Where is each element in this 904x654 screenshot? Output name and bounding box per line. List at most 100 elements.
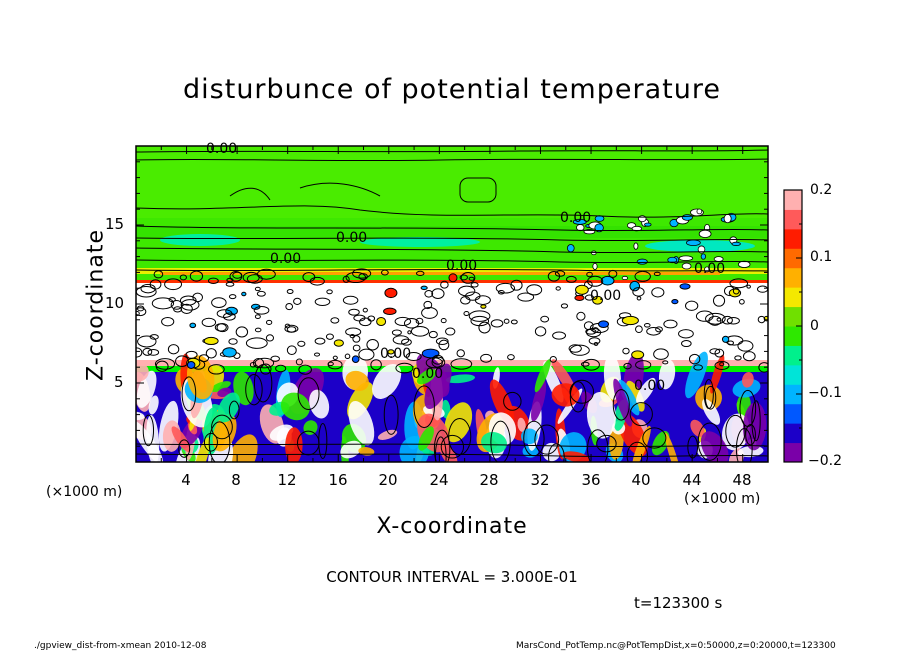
contour-loop — [697, 422, 722, 461]
contour-fragment — [421, 306, 438, 319]
convective-blob — [742, 402, 767, 451]
convective-blob — [562, 451, 590, 462]
colorbar-tick-label: −0.2 — [808, 453, 842, 469]
contour-fragment — [155, 360, 169, 372]
contour-loop — [569, 381, 587, 413]
contour-fragment — [727, 340, 735, 346]
contour-fragment — [167, 344, 180, 355]
contour-fragment — [151, 297, 175, 310]
contour-fragment — [700, 253, 706, 260]
contour-fragment — [431, 354, 444, 365]
x-tick-label: 40 — [631, 471, 651, 489]
contour-fragment — [302, 272, 316, 283]
colorbar-swatch — [784, 248, 802, 269]
convective-blob — [551, 383, 580, 407]
contour-fragment — [170, 300, 183, 310]
contour-fragment — [142, 347, 153, 356]
contour-fragment — [242, 271, 260, 283]
contour-loop — [569, 379, 595, 404]
contour-fragment — [352, 268, 372, 279]
contour-fragment — [651, 287, 665, 298]
contour-fragment — [428, 330, 438, 339]
contour-fragment — [643, 322, 651, 328]
contour-fragment — [284, 324, 299, 333]
contour-fragment — [470, 282, 479, 288]
contour-fragment — [732, 287, 740, 295]
y-axis-unit: (×1000 m) — [46, 484, 123, 500]
footer-data-source: MarsCond_PotTemp.nc@PotTempDist,x=0:5000… — [516, 641, 836, 651]
contour-fragment — [286, 345, 297, 356]
contour-label: 0.00 — [380, 346, 411, 362]
convective-blob — [586, 392, 616, 439]
contour-fragment — [621, 315, 639, 326]
contour-loop — [687, 435, 699, 459]
contour-loop — [440, 434, 465, 459]
convective-blob — [481, 432, 507, 454]
contour-fragment — [636, 258, 648, 265]
contour-fragment — [149, 334, 159, 340]
contour-fragment — [644, 222, 652, 227]
contour-fragment — [376, 316, 387, 327]
contour-fragment — [592, 262, 598, 270]
contour-fragment — [575, 284, 589, 295]
contour-fragment — [189, 270, 204, 282]
colorbar-tick-label: −0.1 — [808, 385, 842, 401]
contour-fragment — [633, 242, 639, 250]
chart-title: disturbunce of potential temperature — [183, 74, 721, 105]
contour-fragment — [216, 309, 233, 318]
contour-fragment — [147, 348, 160, 356]
contour-fragment — [458, 285, 476, 297]
x-tick-label: 48 — [732, 471, 752, 489]
contour-fragment — [286, 288, 294, 295]
contour-fragment — [168, 297, 176, 303]
contour-fragment — [663, 319, 678, 329]
convective-blob — [685, 351, 708, 399]
contour-fragment — [245, 337, 268, 349]
contour-fragment — [254, 286, 261, 292]
contour-fragment — [203, 336, 219, 346]
contour-fragment — [631, 350, 645, 360]
contour-fragment — [440, 317, 447, 324]
contour-fragment — [309, 276, 325, 286]
contour-fragment — [332, 355, 338, 361]
contour-fragment — [555, 286, 561, 291]
convective-blob — [309, 389, 330, 419]
convective-blob — [542, 442, 561, 462]
contour-fragment — [314, 337, 326, 345]
contour-fragment — [205, 348, 217, 359]
contour-fragment — [407, 330, 412, 335]
contour-fragment — [695, 310, 714, 322]
contour-fragment — [510, 319, 518, 325]
convective-blob — [632, 425, 651, 462]
colorbar-swatch — [784, 442, 802, 463]
contour-fragment — [275, 364, 287, 373]
contour-fragment — [216, 322, 229, 333]
contour-fragment — [679, 283, 691, 290]
contour-noise — [136, 208, 768, 375]
contour-fragment — [662, 360, 669, 365]
contour-fragment — [566, 244, 575, 253]
y-tick-label: 10 — [105, 294, 125, 312]
contour-loop — [211, 414, 233, 440]
contour-fragment — [746, 284, 751, 289]
contour-fragment — [180, 303, 193, 314]
contour-fragment — [635, 360, 652, 370]
contour-fragment — [503, 318, 510, 324]
contour-label: 0.00 — [446, 258, 477, 274]
contour-fragment — [450, 358, 473, 370]
contour-fragment — [207, 277, 219, 284]
contour-fragment — [681, 262, 692, 270]
contour-fragment — [698, 229, 712, 238]
convective-blob — [618, 379, 640, 416]
y-axis-label: Z-coordinate — [83, 229, 109, 381]
contour-fragment — [576, 311, 586, 321]
colorbar-swatch — [784, 190, 802, 210]
contour-fragment — [186, 360, 196, 369]
contour-label: 0.00 — [206, 141, 237, 157]
contour-loop — [587, 429, 609, 462]
contour-fragment — [495, 282, 516, 294]
x-tick-label: 12 — [277, 471, 297, 489]
convective-blob — [348, 400, 375, 446]
contour-fragment — [586, 271, 593, 278]
